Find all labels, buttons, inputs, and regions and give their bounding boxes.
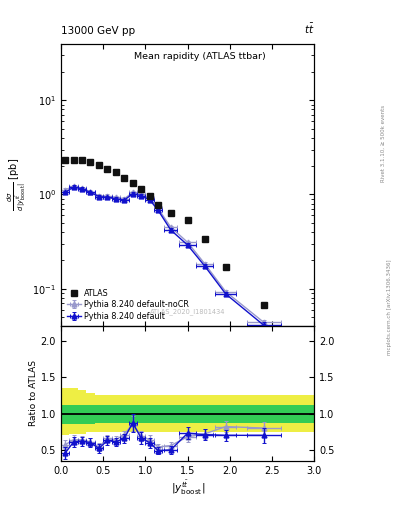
Legend: ATLAS, Pythia 8.240 default-noCR, Pythia 8.240 default: ATLAS, Pythia 8.240 default-noCR, Pythia… bbox=[65, 287, 191, 322]
Text: $t\bar{t}$: $t\bar{t}$ bbox=[304, 22, 314, 36]
Text: Mean rapidity (ATLAS ttbar): Mean rapidity (ATLAS ttbar) bbox=[134, 52, 266, 61]
Line: ATLAS: ATLAS bbox=[62, 156, 267, 308]
ATLAS bbox=[147, 193, 152, 199]
ATLAS bbox=[71, 157, 76, 163]
ATLAS bbox=[97, 162, 101, 168]
ATLAS bbox=[185, 218, 190, 224]
ATLAS bbox=[130, 180, 135, 186]
ATLAS bbox=[139, 186, 143, 192]
X-axis label: $|y^{t\bar{t}}_\mathrm{boost}|$: $|y^{t\bar{t}}_\mathrm{boost}|$ bbox=[171, 478, 205, 497]
Y-axis label: $\frac{d\sigma}{d\,|y^{t\bar{t}}_\mathrm{boost}|}$ [pb]: $\frac{d\sigma}{d\,|y^{t\bar{t}}_\mathrm… bbox=[6, 158, 28, 211]
ATLAS bbox=[63, 157, 68, 163]
Text: ATLAS_2020_I1801434: ATLAS_2020_I1801434 bbox=[150, 308, 226, 315]
ATLAS bbox=[202, 236, 207, 242]
ATLAS bbox=[261, 302, 266, 308]
ATLAS bbox=[169, 210, 173, 217]
ATLAS bbox=[156, 202, 160, 208]
ATLAS bbox=[114, 169, 118, 175]
Text: Rivet 3.1.10, ≥ 500k events: Rivet 3.1.10, ≥ 500k events bbox=[381, 105, 386, 182]
Text: mcplots.cern.ch [arXiv:1306.3436]: mcplots.cern.ch [arXiv:1306.3436] bbox=[387, 260, 391, 355]
Text: 13000 GeV pp: 13000 GeV pp bbox=[61, 26, 135, 36]
ATLAS bbox=[88, 159, 93, 165]
ATLAS bbox=[80, 157, 84, 163]
ATLAS bbox=[105, 166, 110, 173]
Y-axis label: Ratio to ATLAS: Ratio to ATLAS bbox=[29, 360, 38, 426]
ATLAS bbox=[223, 264, 228, 270]
ATLAS bbox=[122, 175, 127, 181]
